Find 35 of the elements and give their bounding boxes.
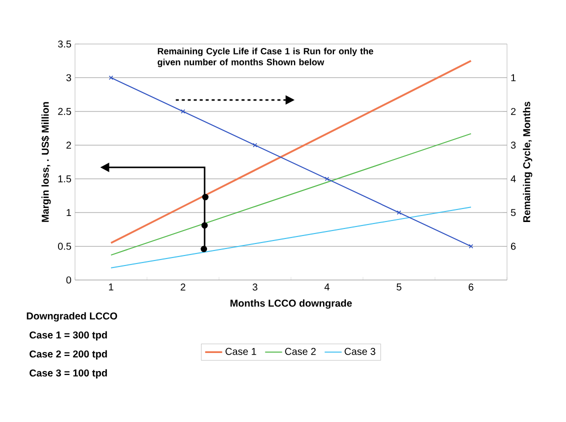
x-tick-label: 6 bbox=[468, 284, 474, 291]
y-tick-label: 3 bbox=[66, 74, 72, 82]
y-tick-label: 1 bbox=[66, 209, 72, 216]
y2-tick-label: 1 bbox=[511, 74, 516, 82]
legend-label: Case 3 bbox=[344, 348, 376, 355]
text: Case 1 = 300 tpd bbox=[30, 331, 107, 340]
x-tick-label: 5 bbox=[396, 284, 402, 290]
y-tick-label: 2.5 bbox=[58, 108, 72, 115]
y-tick-label: 0.5 bbox=[58, 242, 72, 250]
y-axis-title: Margin loss, . US$ Million bbox=[41, 102, 51, 222]
y-tick-label: 2 bbox=[66, 142, 71, 149]
legend-label: Case 1 bbox=[226, 348, 256, 355]
point bbox=[324, 176, 330, 182]
text: Downgraded LCCO bbox=[26, 312, 118, 322]
x-tick-label: 2 bbox=[180, 284, 186, 290]
text: Case 3 = 100 tpd bbox=[30, 369, 107, 378]
y2-tick-label: 2 bbox=[511, 108, 516, 115]
x-tick-label: 3 bbox=[252, 284, 258, 291]
x-axis-title: Months LCCO downgrade bbox=[230, 299, 352, 309]
y-tick-label: 0 bbox=[66, 276, 72, 284]
y-tick-label: 1.5 bbox=[58, 175, 72, 182]
point bbox=[180, 109, 186, 114]
x-tick-label: 1 bbox=[109, 284, 114, 290]
x-tick-label: 4 bbox=[324, 284, 330, 290]
y2-tick-label: 3 bbox=[510, 142, 516, 149]
annotation: Remaining Cycle Life if Case 1 is Run for only the given number of months Shown below bbox=[158, 48, 374, 68]
point bbox=[396, 210, 402, 215]
y2-tick-label: 6 bbox=[511, 242, 516, 250]
y2-tick-label: 4 bbox=[510, 175, 516, 182]
y2-tick-label: 5 bbox=[510, 209, 516, 216]
y2-axis-title: Remaining Cycle, Months bbox=[522, 102, 532, 222]
text: Case 2 = 200 tpd bbox=[30, 350, 107, 360]
legend-label: Case 2 bbox=[285, 348, 316, 355]
point bbox=[252, 142, 258, 148]
y-tick-label: 3.5 bbox=[58, 40, 72, 48]
